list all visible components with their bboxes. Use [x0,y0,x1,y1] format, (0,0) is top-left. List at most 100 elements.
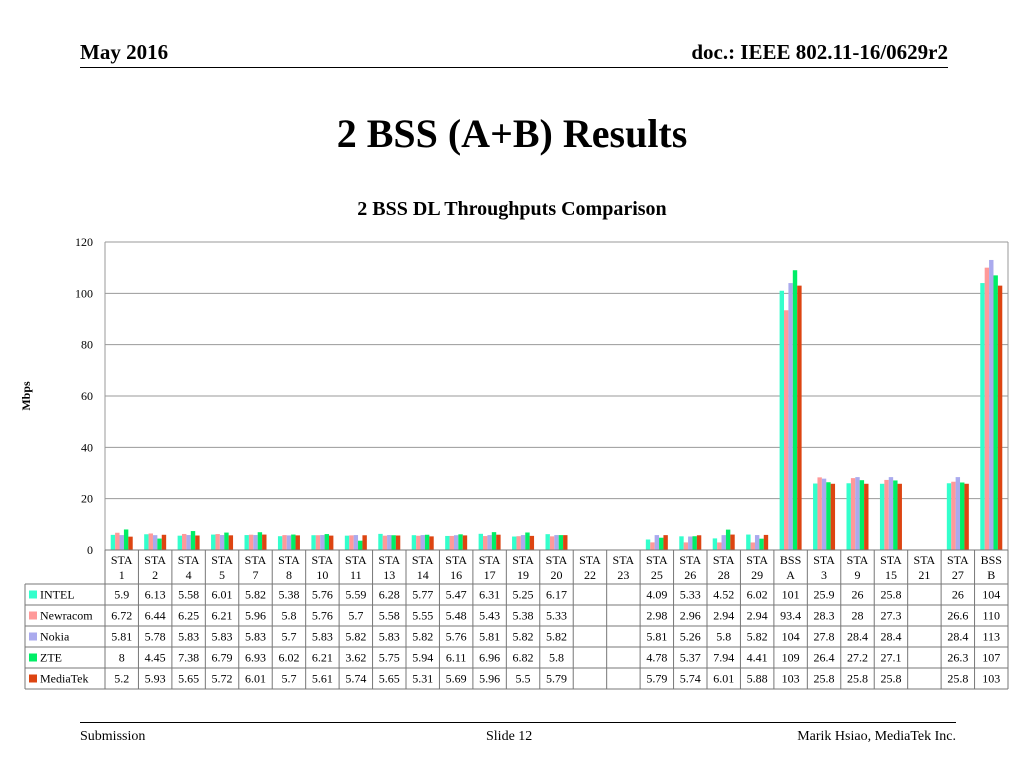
category-label: 9 [855,568,861,582]
bar-zte [224,532,229,550]
category-label: 25 [651,568,663,582]
data-value-label: 6.72 [111,609,132,623]
data-value-label: 5.55 [412,609,433,623]
bar-newracom [148,533,153,550]
bar-mediatek [128,536,133,550]
bar-newracom [951,481,956,550]
y-tick-label: 0 [87,543,93,557]
data-value-label: 5.82 [546,630,567,644]
category-label: 2 [152,568,158,582]
bar-nokia [119,535,124,550]
data-value-label: 5.7 [281,672,296,686]
data-value-label: 5.31 [412,672,433,686]
data-value-label: 5.83 [178,630,199,644]
data-value-label: 28.4 [847,630,868,644]
data-value-label: 28.4 [880,630,901,644]
data-value-label: 6.21 [212,609,233,623]
slide-title: 2 BSS (A+B) Results [336,111,688,156]
data-value-label: 4.78 [646,651,667,665]
category-label: 13 [383,568,395,582]
data-value-label: 109 [782,651,800,665]
data-value-label: 27.2 [847,651,868,665]
category-label: 22 [584,568,596,582]
bar-mediatek [429,536,434,550]
data-value-label: 5.83 [212,630,233,644]
data-value-label: 5.33 [546,609,567,623]
data-value-label: 104 [782,630,800,644]
data-value-label: 110 [982,609,1000,623]
data-value-label: 27.1 [880,651,901,665]
data-value-label: 5.76 [312,588,333,602]
category-label: STA [111,553,133,567]
data-value-label: 25.8 [847,672,868,686]
y-tick-label: 80 [81,338,93,352]
category-label: STA [245,553,267,567]
data-value-label: 5.74 [345,672,366,686]
data-value-label: 6.01 [245,672,266,686]
bar-intel [277,536,283,550]
category-label: STA [345,553,367,567]
category-label: BSS [780,553,801,567]
bar-zte [826,482,831,550]
bar-nokia [721,535,726,550]
data-value-label: 103 [982,672,1000,686]
bar-nokia [520,535,526,550]
bar-mediatek [529,535,535,550]
data-value-label: 5.77 [412,588,433,602]
bar-nokia [253,535,258,550]
data-value-label: 6.25 [178,609,199,623]
data-value-label: 5.82 [412,630,433,644]
bar-zte [692,536,697,550]
bar-newracom [248,534,254,550]
data-value-label: 7.38 [178,651,199,665]
data-value-label: 5.8 [549,651,564,665]
data-value-label: 5.75 [379,651,400,665]
data-value-label: 5.25 [513,588,534,602]
data-value-label: 26 [952,588,964,602]
category-label: 26 [684,568,696,582]
bar-zte [859,480,865,550]
bar-newracom [315,535,321,550]
data-value-label: 4.52 [713,588,734,602]
bar-nokia [453,535,459,550]
bar-nokia [387,535,392,550]
category-label: STA [546,553,568,567]
data-value-label: 5.79 [546,672,567,686]
data-value-label: 5.69 [446,672,467,686]
bar-intel [411,535,417,550]
bar-intel [445,535,450,550]
category-label: STA [713,553,735,567]
bar-zte [491,532,497,550]
bar-nokia [353,535,359,550]
data-value-label: 5.7 [348,609,363,623]
bar-zte [190,531,196,550]
bar-intel [344,535,350,550]
bar-nokia [554,535,559,550]
bar-mediatek [997,285,1003,550]
bar-nokia [989,259,994,550]
bar-mediatek [663,535,668,550]
data-value-label: 93.4 [780,609,801,623]
data-value-label: 28.4 [947,630,968,644]
category-label: 15 [885,568,897,582]
category-label: STA [813,553,835,567]
footer-divider [80,722,956,723]
bar-mediatek [462,535,468,550]
category-label: 16 [450,568,462,582]
bar-newracom [650,542,655,550]
bar-nokia [219,535,225,550]
data-value-label: 6.79 [212,651,233,665]
data-value-label: 3.62 [345,651,366,665]
data-value-label: 28 [852,609,864,623]
data-value-label: 5.7 [281,630,296,644]
bar-nokia [654,535,660,550]
bar-mediatek [563,535,568,550]
bar-newracom [215,534,220,550]
data-value-label: 104 [982,588,1000,602]
data-value-label: 5.82 [513,630,534,644]
data-value-label: 5.81 [646,630,667,644]
data-value-label: 5.48 [446,609,467,623]
data-value-label: 6.82 [513,651,534,665]
category-label: STA [679,553,701,567]
